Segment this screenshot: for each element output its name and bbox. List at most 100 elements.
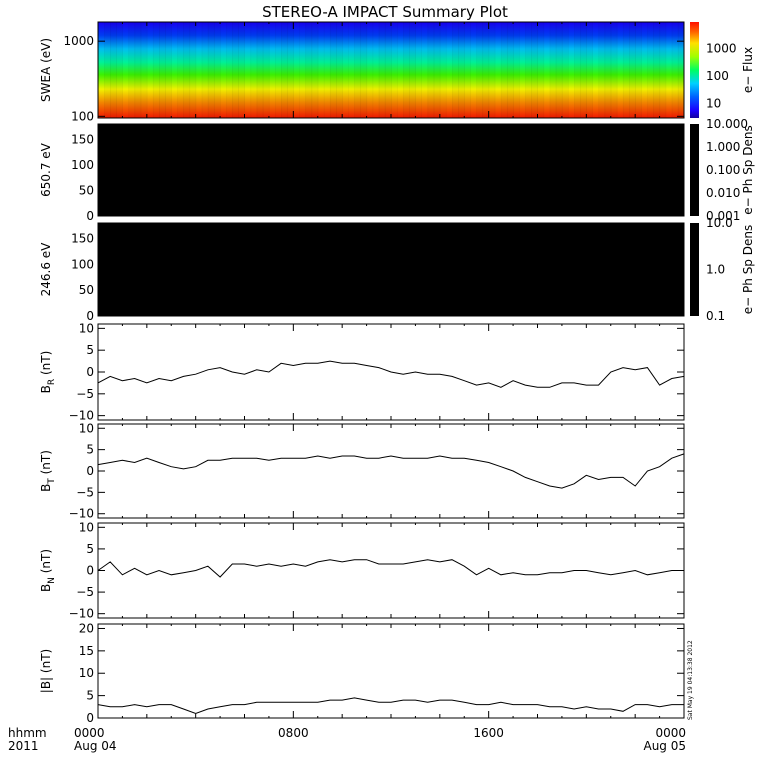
spectrogram-band [360,22,368,118]
series-line [97,360,685,388]
spectrogram-band [159,22,166,118]
y-tick-label: 0 [86,209,94,223]
spectrogram-band [391,22,398,118]
colorbar-label: e− Ph Sp Dens [741,225,755,314]
spectrogram-band [305,22,313,118]
colorbar-label: e− Flux [741,47,755,93]
y-tick-label: 100 [71,257,94,271]
spectrogram-band [592,22,600,118]
spectrogram-band [250,22,258,118]
time-tick-date: Aug 05 [643,739,686,753]
spectrogram-band [506,22,514,118]
time-tick-label: 1600 [473,726,504,740]
spectrogram-band [213,22,221,118]
spectrogram-band [201,22,209,118]
colorbar-tick-label: 0.1 [706,309,725,323]
spectrogram-band [574,22,581,118]
spectrogram-band [220,22,227,118]
colorbar-tick-label: 10.000 [706,117,748,131]
heatmap-field [98,223,684,316]
series-line [97,697,684,715]
spectrogram-band [177,22,184,118]
colorbar-label: e− Ph Sp Dens [741,125,755,214]
y-tick-label: 50 [79,283,94,297]
colorbar-tick-label: 1.0 [706,263,725,277]
y-tick-label: 0 [86,464,94,478]
panel-3: −10 −5 0 5 10 BR (nT) [39,321,685,423]
colorbar-tick-label: 10.0 [706,216,733,230]
spectrogram-band [323,22,331,118]
spectrogram-band [140,22,148,118]
spectrogram-band [482,22,490,118]
spectrogram-band [641,22,648,118]
y-tick-label: −5 [76,485,94,499]
spectrogram-band [629,22,636,118]
spectrogram-band [262,22,270,118]
series-line [97,559,684,578]
heatmap-field [98,124,684,216]
spectrogram-band [317,22,325,118]
spectrogram-band [165,22,172,118]
panel-4: −10 −5 0 5 10 BT (nT) [39,421,685,521]
creation-timestamp: Sat May 19 04:13:38 2012 [687,640,694,720]
colorbar [690,22,699,118]
y-tick-label: 5 [86,542,94,556]
spectrogram-band [458,22,465,118]
spectrogram-band [500,22,508,118]
spectrogram-band [397,22,404,118]
time-tick-label: 0800 [278,726,309,740]
y-axis-label: BR (nT) [39,351,57,394]
spectrogram-band [348,22,355,118]
spectrogram-band [659,22,667,118]
spectrogram-band [238,22,245,118]
y-tick-label: 100 [71,158,94,172]
y-tick-label: −10 [69,507,94,521]
spectrogram-band [403,22,410,118]
panel-frame [97,423,685,519]
spectrogram-band [122,22,130,118]
spectrogram-band [128,22,136,118]
spectrogram-band [494,22,502,118]
y-axis-label: 650.7 eV [39,142,53,197]
y-axis-label: SWEA (eV) [39,38,53,102]
spectrogram-band [329,22,337,118]
spectrogram-band [653,22,661,118]
y-axis-label: 246.6 eV [39,242,53,297]
spectrogram-band [586,22,593,118]
spectrogram-band [409,22,416,118]
time-tick-date: Aug 04 [74,739,117,753]
spectrogram-band [275,22,282,118]
y-tick-label: 150 [71,132,94,146]
y-tick-label: −10 [69,409,94,423]
y-tick-label: 0 [86,309,94,323]
y-tick-label: 0 [86,564,94,578]
y-axis-label: BN (nT) [39,549,57,592]
spectrogram-band [311,22,319,118]
y-tick-label: 20 [79,621,94,635]
y-tick-label: 5 [86,689,94,703]
y-tick-label: 0 [86,365,94,379]
spectrogram-band [116,22,123,118]
spectrogram-band [287,22,294,118]
spectrogram-band [470,22,477,118]
spectrogram-band [189,22,197,118]
colorbar-tick-label: 1.000 [706,140,740,154]
series-line [97,453,685,489]
spectrogram-band [427,22,435,118]
y-tick-label: 5 [86,443,94,457]
spectrogram-band [183,22,191,118]
spectrogram-band [665,22,673,118]
panel-6: 0 5 10 15 20 |B| (nT) [39,621,685,725]
colorbar-tick-label: 0.001 [706,209,740,223]
spectrogram-band [610,22,618,118]
colorbar-tick-label: 0.010 [706,186,740,200]
y-tick-label: −10 [69,607,94,621]
spectrogram-band [647,22,654,118]
spectrogram-band [378,22,386,118]
y-tick-label: 10 [79,321,94,335]
spectrogram-band [439,22,447,118]
